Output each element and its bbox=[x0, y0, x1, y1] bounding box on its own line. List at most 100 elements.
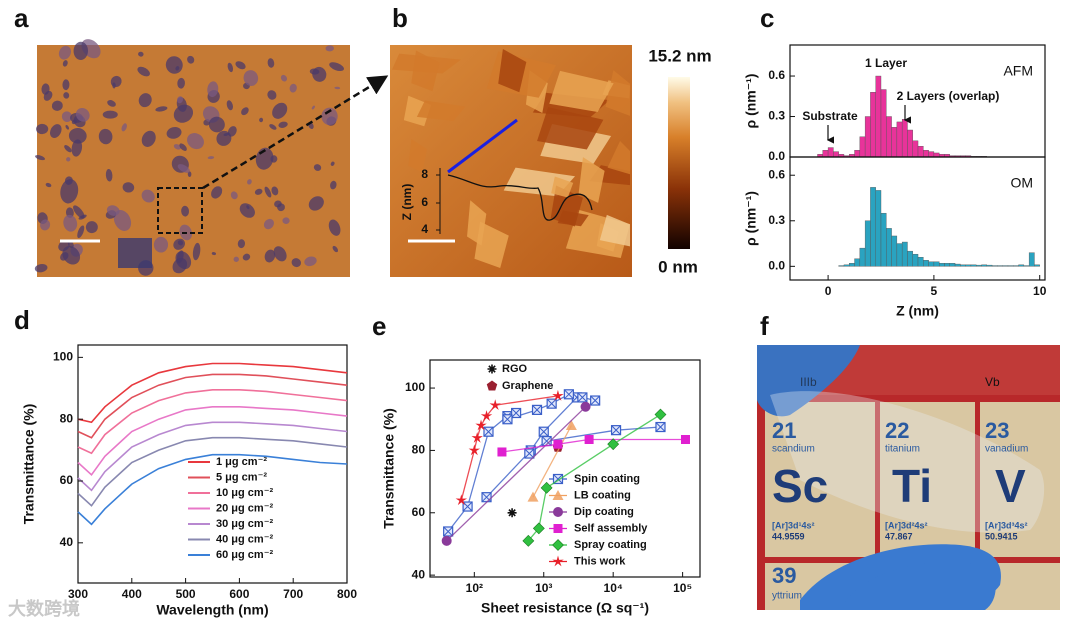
bar bbox=[923, 150, 929, 158]
y-tick-label: 0.6 bbox=[768, 167, 785, 181]
marker-part bbox=[577, 392, 588, 403]
marker-part bbox=[455, 494, 468, 506]
y-tick-label: 100 bbox=[53, 350, 73, 364]
flake bbox=[165, 56, 183, 74]
bar bbox=[976, 264, 982, 267]
flake bbox=[239, 203, 255, 218]
flake bbox=[141, 130, 156, 147]
flake bbox=[58, 45, 71, 60]
bar bbox=[1018, 264, 1025, 267]
colorbar-max: 15.2 nm bbox=[648, 46, 711, 65]
height-profile bbox=[447, 174, 593, 221]
flake bbox=[45, 182, 52, 188]
terrace bbox=[474, 221, 509, 268]
annotation: Substrate bbox=[802, 109, 858, 123]
marker-part bbox=[527, 491, 539, 502]
flake bbox=[242, 253, 251, 261]
legend-label: Self assembly bbox=[574, 522, 648, 534]
marker bbox=[552, 473, 564, 485]
flake bbox=[274, 200, 282, 208]
marker bbox=[497, 447, 507, 457]
flake bbox=[107, 100, 116, 107]
bar bbox=[870, 92, 876, 158]
bar bbox=[1034, 264, 1040, 267]
flake bbox=[98, 128, 113, 145]
flake bbox=[102, 110, 118, 119]
x-tick-label: 10² bbox=[466, 581, 483, 595]
x-axis-label: Sheet resistance (Ω sq⁻¹) bbox=[481, 600, 649, 616]
bar bbox=[997, 265, 1003, 267]
flake bbox=[311, 105, 315, 110]
group-label: IIIb bbox=[800, 375, 817, 389]
flake bbox=[50, 124, 62, 138]
marker bbox=[468, 444, 481, 456]
atomic-mass: 44.9559 bbox=[772, 531, 805, 541]
marker-part bbox=[524, 448, 535, 459]
marker bbox=[540, 481, 553, 494]
y-axis-label: ρ (nm⁻¹) bbox=[743, 191, 759, 246]
annotation: 1 Layer bbox=[865, 56, 907, 70]
marker bbox=[654, 408, 667, 421]
marker bbox=[610, 425, 622, 436]
marker-part bbox=[522, 534, 535, 547]
flake bbox=[40, 219, 51, 231]
bar bbox=[859, 247, 866, 267]
marker-part bbox=[607, 438, 620, 451]
marker bbox=[511, 407, 522, 419]
flake bbox=[334, 86, 341, 90]
element-name: vanadium bbox=[985, 444, 1028, 455]
flake bbox=[263, 218, 274, 230]
marker bbox=[680, 435, 690, 445]
marker-part bbox=[552, 389, 564, 401]
bar bbox=[933, 261, 940, 267]
series-line bbox=[501, 438, 686, 453]
terrace bbox=[551, 176, 574, 198]
flake bbox=[325, 45, 334, 52]
element-symbol: Sc bbox=[772, 460, 828, 512]
marker-part bbox=[511, 408, 521, 418]
marker bbox=[546, 398, 557, 409]
element-name: yttrium bbox=[772, 591, 802, 602]
flake bbox=[187, 55, 195, 64]
marker bbox=[590, 395, 601, 406]
marker-part bbox=[552, 555, 564, 567]
flake bbox=[173, 104, 194, 123]
x-tick-label: 600 bbox=[229, 587, 249, 601]
marker-part bbox=[468, 444, 481, 456]
marker bbox=[532, 522, 545, 535]
bar bbox=[960, 264, 966, 267]
bar bbox=[923, 260, 929, 267]
bar bbox=[875, 190, 882, 267]
flake bbox=[173, 144, 182, 150]
marker-part bbox=[564, 389, 574, 400]
electron-config: [Ar]3d³4s² bbox=[985, 520, 1028, 530]
marker-part bbox=[540, 481, 553, 494]
bar bbox=[901, 241, 908, 267]
atomic-mass: 47.867 bbox=[885, 531, 913, 541]
bar bbox=[933, 152, 940, 158]
flake bbox=[71, 139, 83, 157]
inset-tick-label: 4 bbox=[421, 222, 428, 236]
y-tick-label: 60 bbox=[412, 505, 426, 519]
bar bbox=[907, 129, 913, 158]
legend-label: 60 μg cm⁻² bbox=[216, 549, 274, 561]
bar bbox=[891, 127, 898, 158]
x-tick-label: 300 bbox=[68, 587, 88, 601]
bar bbox=[854, 150, 861, 158]
flake bbox=[113, 210, 132, 231]
flake bbox=[177, 240, 184, 246]
element-name: titanium bbox=[885, 444, 920, 455]
marker-part bbox=[483, 426, 494, 437]
x-tick-label: 10⁵ bbox=[673, 581, 692, 595]
marker bbox=[577, 392, 588, 403]
marker-part bbox=[443, 526, 454, 537]
flake bbox=[207, 81, 219, 98]
marker bbox=[483, 426, 494, 437]
marker-part bbox=[546, 398, 557, 409]
optical-image bbox=[34, 39, 350, 277]
marker-part bbox=[538, 426, 549, 437]
electron-config: [Ar]3d²4s² bbox=[885, 520, 928, 530]
x-tick-label: 10⁴ bbox=[604, 581, 623, 595]
marker bbox=[480, 410, 493, 421]
marker bbox=[553, 507, 563, 517]
